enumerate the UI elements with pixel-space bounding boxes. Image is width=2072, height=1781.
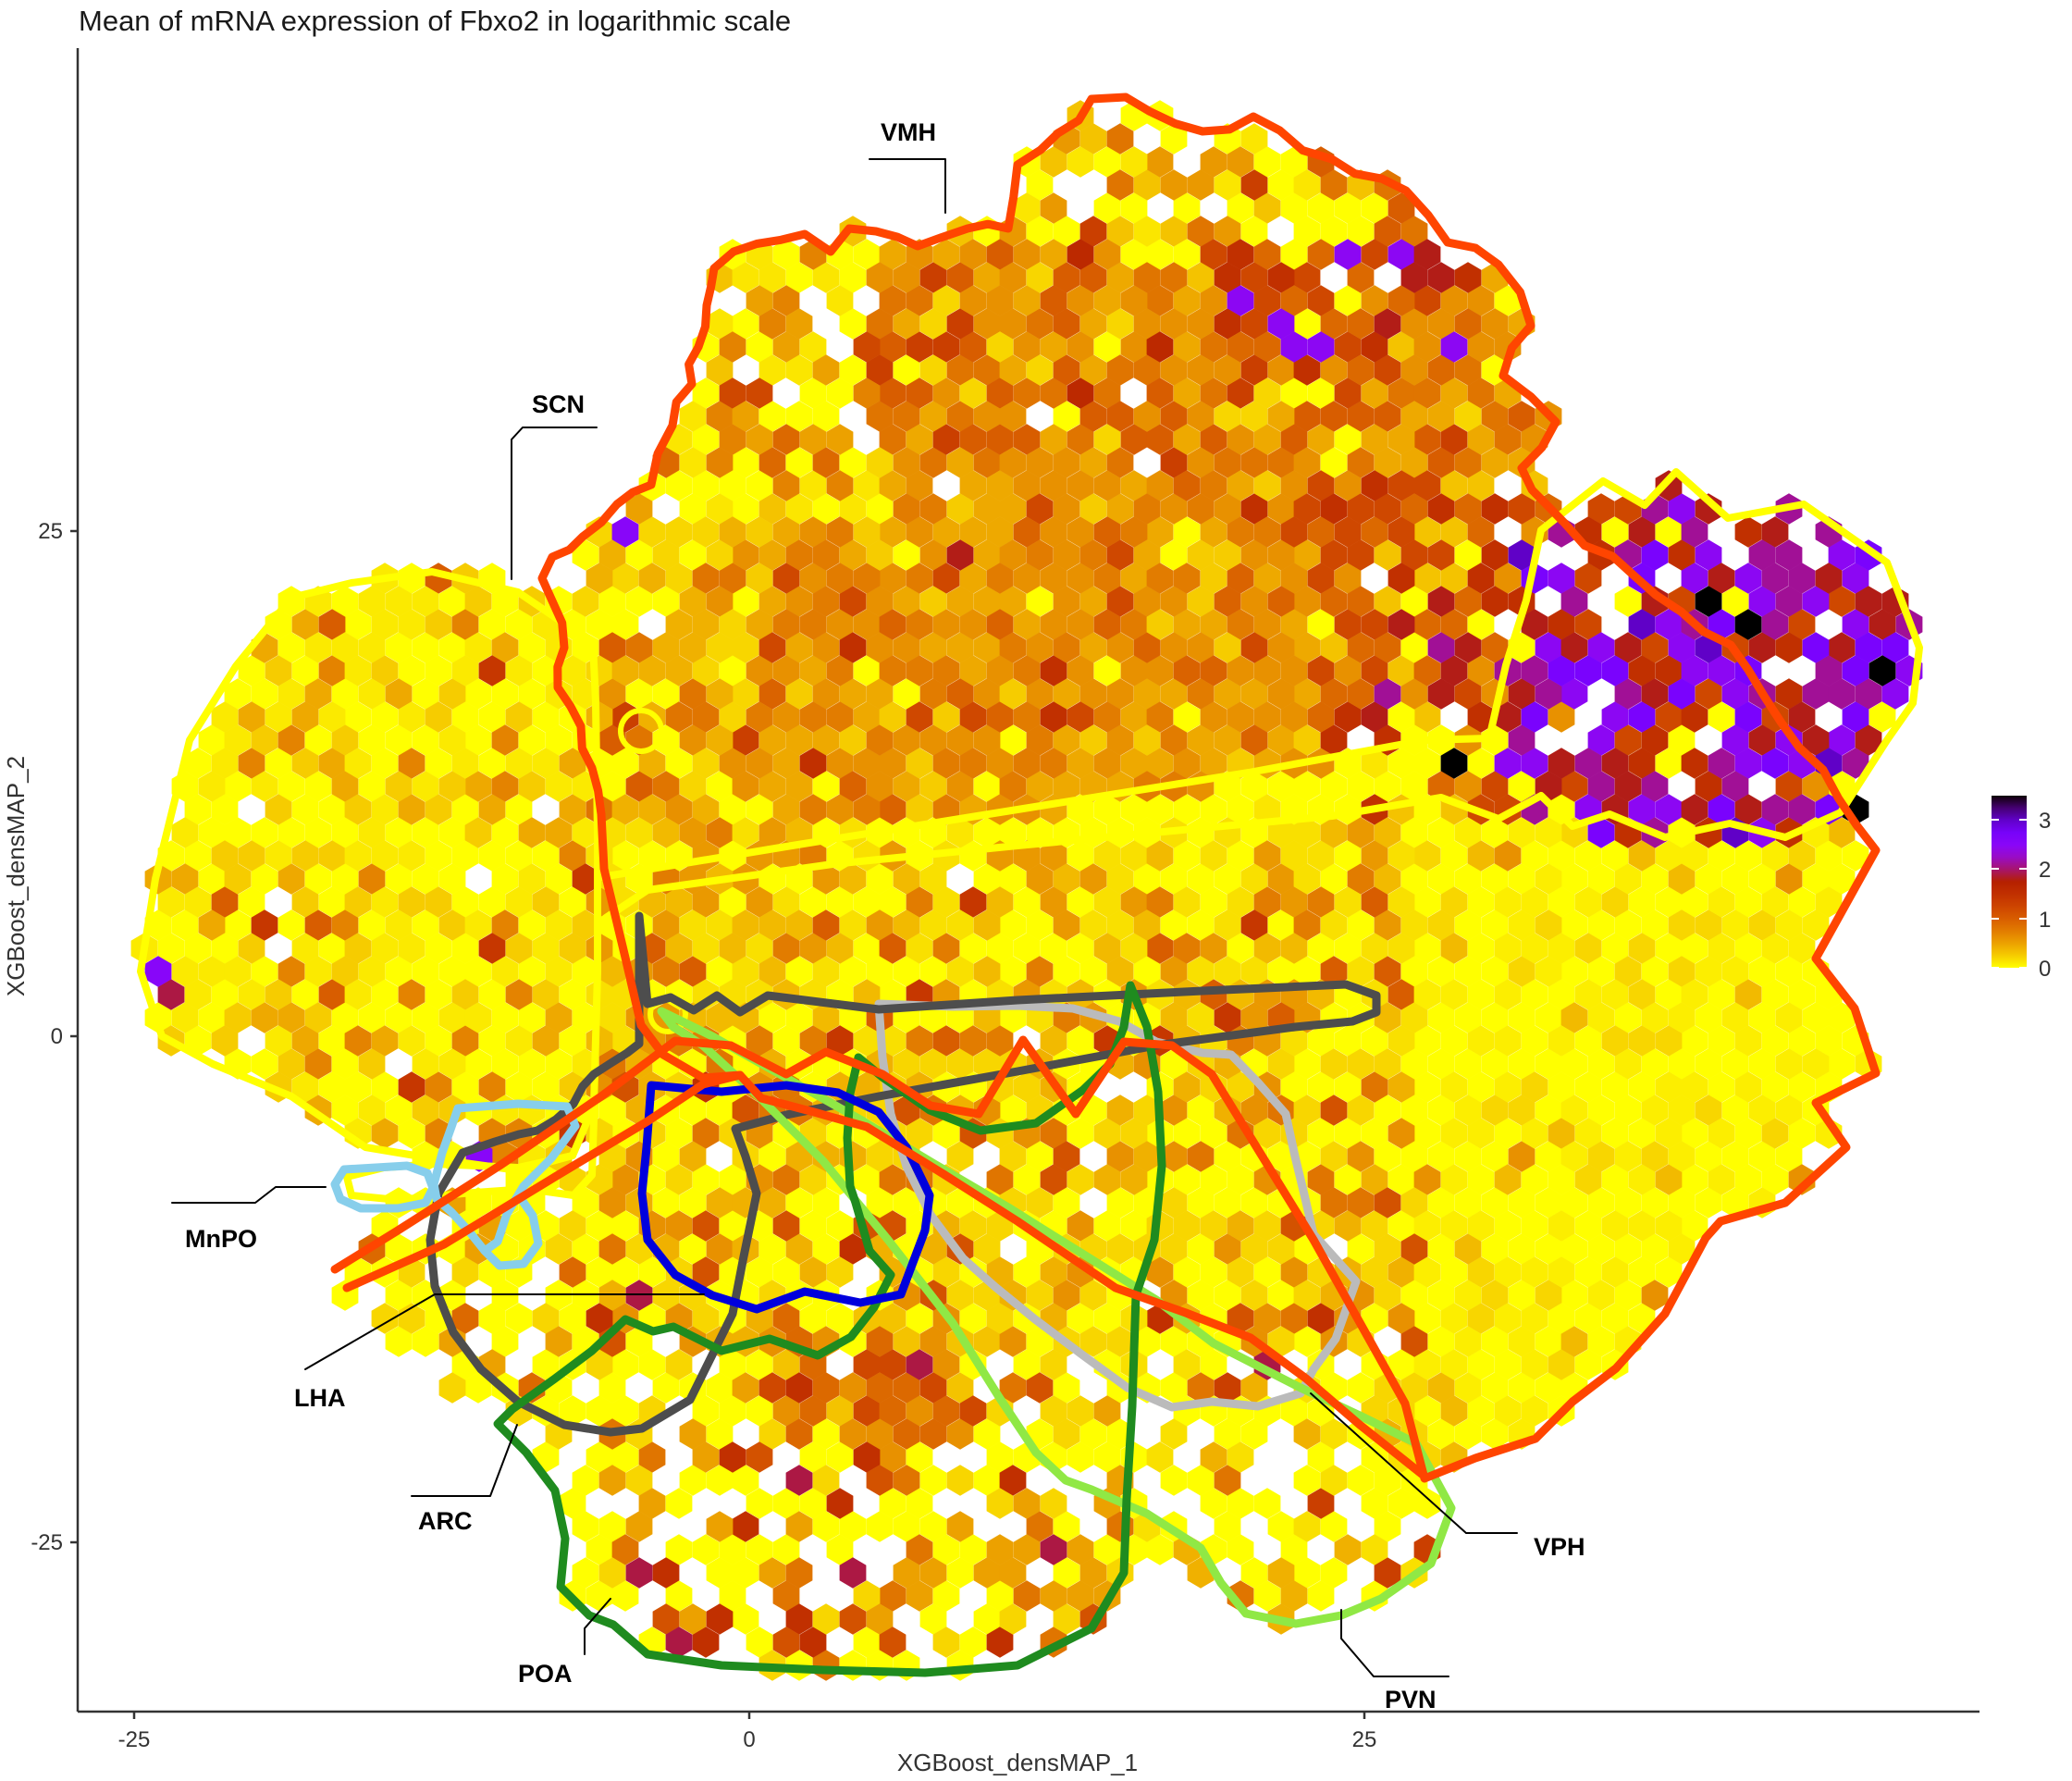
svg-text:POA: POA xyxy=(518,1660,573,1688)
svg-text:25: 25 xyxy=(1352,1727,1377,1752)
svg-text:ARC: ARC xyxy=(418,1507,473,1535)
svg-text:MnPO: MnPO xyxy=(185,1225,257,1253)
svg-text:-25: -25 xyxy=(31,1530,63,1555)
svg-text:0: 0 xyxy=(2039,957,2051,982)
svg-text:2: 2 xyxy=(2039,858,2051,883)
svg-text:0: 0 xyxy=(743,1727,755,1752)
svg-text:VPH: VPH xyxy=(1534,1533,1585,1561)
svg-text:VMH: VMH xyxy=(881,118,936,146)
svg-text:-25: -25 xyxy=(118,1727,151,1752)
svg-text:PVN: PVN xyxy=(1385,1686,1437,1713)
svg-text:XGBoost_densMAP_2: XGBoost_densMAP_2 xyxy=(2,756,30,996)
svg-text:3: 3 xyxy=(2039,809,2051,834)
svg-text:0: 0 xyxy=(51,1024,63,1049)
svg-text:Mean of mRNA expression of Fbx: Mean of mRNA expression of Fbxo2 in loga… xyxy=(79,5,791,37)
svg-text:LHA: LHA xyxy=(294,1384,346,1412)
svg-text:1: 1 xyxy=(2039,908,2051,933)
svg-text:XGBoost_densMAP_1: XGBoost_densMAP_1 xyxy=(897,1749,1138,1776)
svg-text:SCN: SCN xyxy=(532,390,585,418)
svg-text:25: 25 xyxy=(38,519,63,544)
